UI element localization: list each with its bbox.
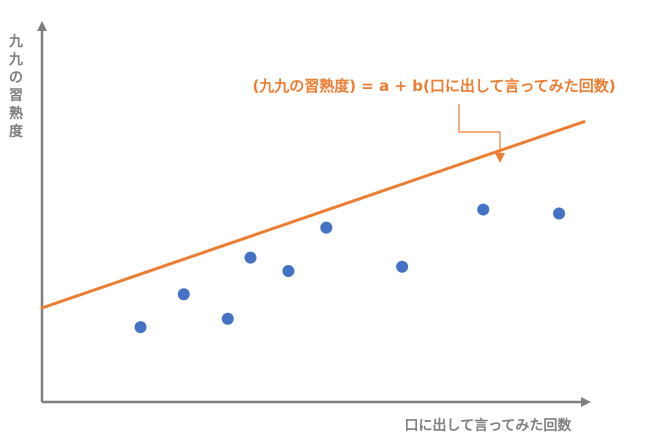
data-point [282,265,295,278]
data-point [134,321,147,334]
data-point [320,221,333,234]
trendline-callout [458,104,505,163]
data-points [134,203,566,334]
data-point [177,288,190,301]
trendline-group [40,120,586,310]
x-axis-label: 口に出して言ってみた回数 [405,417,573,434]
data-point [477,203,490,216]
data-point [221,312,234,325]
data-point [553,207,566,220]
trendline-equation: (九九の習熟度) = a + b(口に出して言ってみた回数) [252,77,615,95]
data-point [244,251,257,264]
y-axis-label: 九九の習熟度 [8,34,24,140]
trendline [40,120,586,310]
data-point [396,260,409,273]
